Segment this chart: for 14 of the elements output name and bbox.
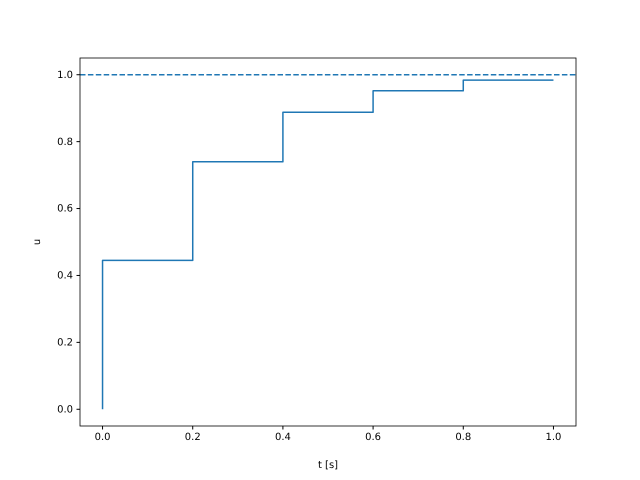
x-tick-label: 0.0 xyxy=(94,432,110,444)
x-axis-title: t [s] xyxy=(318,460,338,471)
y-tick-label: 0.2 xyxy=(57,338,73,349)
x-tick-label: 0.4 xyxy=(274,432,291,444)
y-tick-label: 0.0 xyxy=(57,404,73,416)
x-tick-label: 0.2 xyxy=(184,432,201,444)
y-tick-label: 0.4 xyxy=(57,270,73,282)
y-axis-title: u xyxy=(32,238,43,246)
y-tick-label: 0.8 xyxy=(57,136,73,148)
y-tick-label: 0.6 xyxy=(57,204,73,215)
x-tick-label: 0.6 xyxy=(365,432,382,444)
x-tick-label: 0.8 xyxy=(455,432,472,444)
x-tick-label: 1.0 xyxy=(546,432,562,444)
y-tick-label: 1.0 xyxy=(57,70,73,81)
